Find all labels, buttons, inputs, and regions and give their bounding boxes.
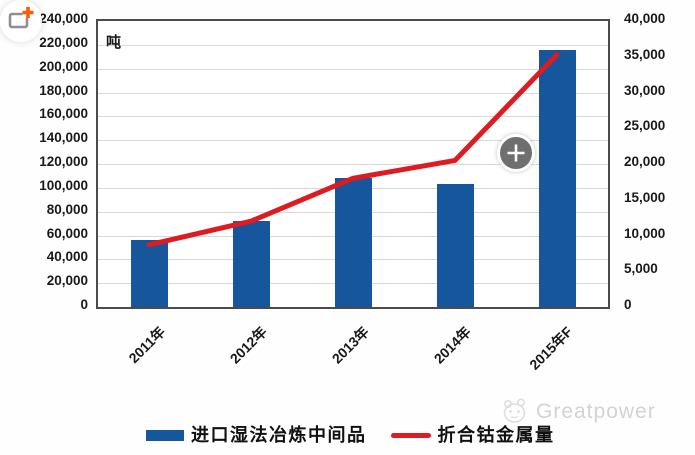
y-axis-left-tick-label: 80,000 <box>46 201 88 217</box>
bar-2011年 <box>130 240 168 307</box>
y-axis-left-tick-label: 200,000 <box>39 58 88 74</box>
watermark-text: Greatpower <box>536 399 656 423</box>
legend-line-label: 折合钴金属量 <box>437 425 555 445</box>
legend: 进口湿法冶炼中间品 折合钴金属量 <box>146 424 555 446</box>
y-axis-right-tick-label: 30,000 <box>624 82 666 98</box>
x-axis-tick-label: 2011年 <box>125 323 168 367</box>
x-axis-labels: 2011年 2012年 2013年 2014年 2015年F <box>125 323 576 373</box>
y-axis-left-tick-label: 0 <box>80 297 88 312</box>
y-axis-right-tick-label: 0 <box>624 297 632 312</box>
y-axis-left-tick-label: 120,000 <box>39 154 88 169</box>
screenshot-add-button[interactable] <box>0 0 42 42</box>
bar-2014年 <box>436 184 474 307</box>
bar-2013年 <box>334 178 372 307</box>
axis-unit-label: 吨 <box>106 34 122 51</box>
greatpower-panda-logo-icon <box>503 398 526 423</box>
y-axis-left: 0 20,000 40,000 60,000 80,000 100,000 120,000 1… <box>0 0 88 330</box>
y-axis-right-tick-label: 20,000 <box>624 154 666 169</box>
x-axis-tick-label: 2013年 <box>328 323 372 367</box>
zoom-plus-icon <box>507 144 525 162</box>
bar-2015年F <box>538 49 576 307</box>
x-axis-tick-label: 2015年F <box>526 323 576 373</box>
y-axis-left-tick-label: 220,000 <box>39 34 88 50</box>
y-axis-left-tick-label: 100,000 <box>39 177 88 193</box>
y-axis-right-tick-label: 40,000 <box>624 11 666 26</box>
line-path <box>146 52 560 248</box>
line-series <box>146 52 560 248</box>
y-axis-left-tick-label: 20,000 <box>46 273 88 289</box>
gridline <box>98 44 608 46</box>
y-axis-left-tick-label: 180,000 <box>39 82 88 98</box>
y-axis-right-tick-label: 35,000 <box>624 46 666 62</box>
x-axis-tick-label: 2012年 <box>226 323 270 367</box>
zoom-in-button[interactable] <box>497 134 535 172</box>
screenshot-add-icon <box>8 7 34 29</box>
legend-line-swatch <box>390 432 431 438</box>
gridline <box>98 92 608 94</box>
y-axis-right-tick-label: 10,000 <box>624 225 666 241</box>
legend-bar-label: 进口湿法冶炼中间品 <box>191 425 367 445</box>
y-axis-left-tick-label: 60,000 <box>46 225 88 241</box>
gridline <box>98 140 608 142</box>
y-axis-right-tick-label: 15,000 <box>624 189 666 205</box>
bar-2012年 <box>232 221 270 307</box>
x-axis-tick-label: 2014年 <box>430 323 474 367</box>
gridline <box>98 68 608 70</box>
gridline <box>98 164 608 165</box>
y-axis-left-tick-label: 160,000 <box>39 106 88 122</box>
y-axis-left-tick-label: 140,000 <box>39 130 88 146</box>
legend-bar-swatch <box>146 429 184 441</box>
y-axis-right-tick-label: 25,000 <box>624 118 666 134</box>
watermark: Greatpower <box>499 398 656 425</box>
y-axis-right: 0 5,000 10,000 15,000 20,000 25,000 30,000 35,0… <box>624 0 695 330</box>
y-axis-left-tick-label: 240,000 <box>39 11 88 26</box>
gridline <box>98 116 608 118</box>
y-axis-right-tick-label: 5,000 <box>624 261 658 277</box>
y-axis-left-tick-label: 40,000 <box>46 249 88 265</box>
